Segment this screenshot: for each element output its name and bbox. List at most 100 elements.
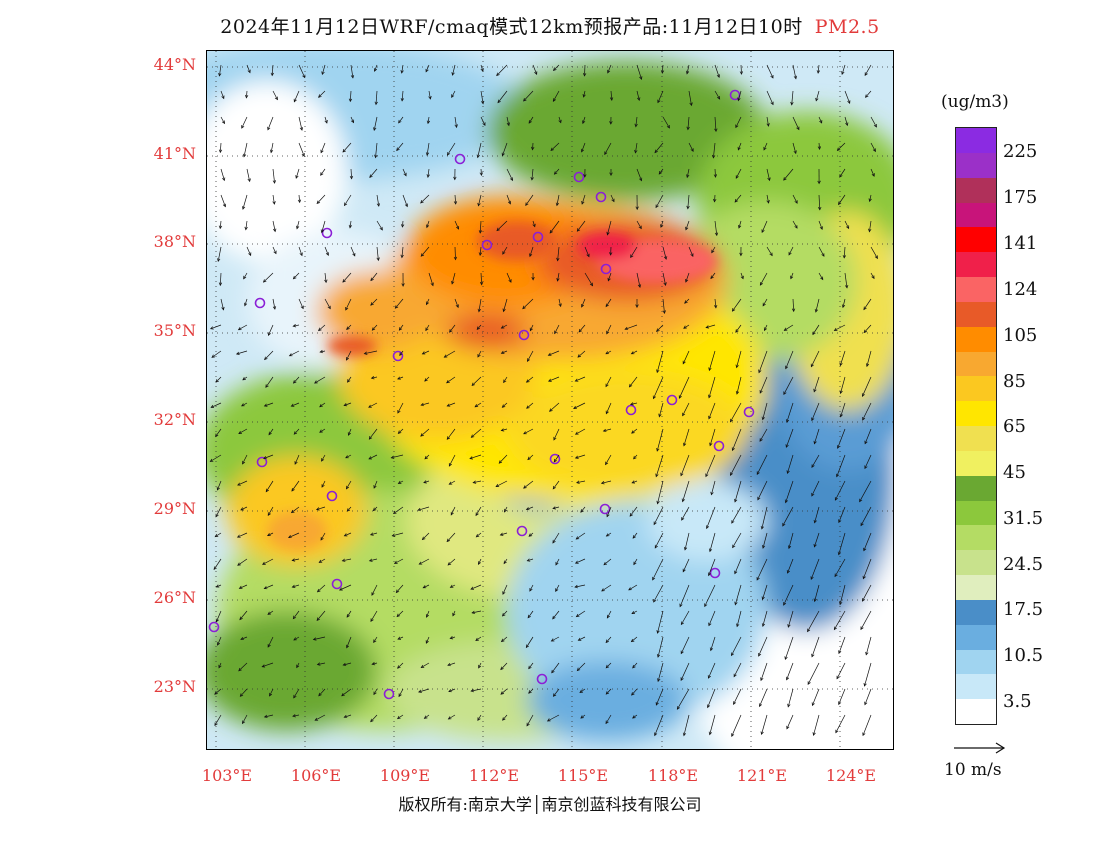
wind-vector <box>344 714 352 718</box>
wind-vector-head <box>293 431 298 435</box>
wind-vector-head <box>631 610 635 614</box>
wind-vector <box>318 90 326 98</box>
wind-vector-head <box>509 177 513 182</box>
wind-vector-head <box>469 456 474 460</box>
wind-vector-head <box>606 513 610 518</box>
wind-vector-head <box>813 543 817 548</box>
wind-vector <box>633 454 638 460</box>
wind-vector-head <box>502 717 506 721</box>
wind-vector-head <box>371 662 376 666</box>
station-marker <box>600 263 612 275</box>
wind-vector-head <box>455 225 460 230</box>
wind-vector-head <box>707 675 711 679</box>
wind-vector-head <box>397 665 401 669</box>
wind-vector-head <box>813 519 817 524</box>
wind-vector <box>834 480 846 501</box>
wind-vector <box>732 298 742 312</box>
wind-vector <box>448 714 456 720</box>
wind-vector <box>502 142 508 156</box>
wind-vector <box>246 64 251 73</box>
wind-vector-head <box>796 126 800 131</box>
wind-vector-head <box>347 432 351 436</box>
wind-vector-head <box>321 71 325 76</box>
wind-vector <box>446 428 456 440</box>
wind-vector <box>790 272 794 279</box>
wind-vector-head <box>418 561 423 565</box>
wind-vector <box>364 350 378 355</box>
wind-vector-head <box>678 395 682 399</box>
wind-vector <box>792 64 797 79</box>
wind-vector <box>240 688 248 697</box>
wind-vector-head <box>397 636 402 640</box>
wind-vector-head <box>244 94 249 99</box>
wind-vector <box>761 220 768 233</box>
wind-vector-head <box>558 119 562 124</box>
wind-vector-head <box>210 404 215 408</box>
map-panel[interactable] <box>206 50 894 750</box>
wind-vector-head <box>470 434 475 438</box>
wind-vector <box>240 636 248 640</box>
wind-vector-head <box>628 587 632 591</box>
wind-vector-head <box>316 200 321 205</box>
wind-vector-head <box>266 532 271 536</box>
wind-vector <box>706 324 716 328</box>
wind-vector <box>527 350 534 362</box>
wind-vector-head <box>525 202 529 207</box>
wind-vector <box>293 272 300 280</box>
station-marker <box>666 394 678 406</box>
wind-vector <box>607 220 612 235</box>
legend-swatch <box>956 152 996 179</box>
wind-vector <box>859 480 872 502</box>
wind-vector-head <box>213 566 217 571</box>
wind-vector <box>501 636 508 642</box>
wind-vector <box>529 324 534 331</box>
lon-label-106: 106°E <box>290 766 342 785</box>
wind-vector-head <box>656 448 660 452</box>
wind-vector <box>682 402 690 416</box>
wind-vector-head <box>525 507 530 511</box>
wind-vector-head <box>652 576 656 581</box>
wind-vector-head <box>215 379 219 383</box>
wind-vector <box>289 350 300 357</box>
wind-vector <box>349 90 352 102</box>
wind-vector-head <box>582 120 586 125</box>
wind-vector-head <box>425 68 429 73</box>
wind-vector-head <box>270 72 275 77</box>
wind-vector-head <box>679 603 683 608</box>
wind-vector-head <box>316 617 320 621</box>
wind-vector-head <box>609 252 613 256</box>
wind-vector <box>558 116 562 123</box>
wind-vector <box>292 558 300 561</box>
wind-vector <box>506 194 511 205</box>
wind-vector-head <box>793 75 798 80</box>
wind-vector <box>792 142 797 154</box>
wind-vector-head <box>786 569 791 574</box>
wind-vector <box>786 402 794 423</box>
wind-vector-head <box>682 360 686 365</box>
wind-vector <box>317 662 326 665</box>
wind-vector <box>548 350 560 356</box>
wind-vector-head <box>425 640 429 644</box>
wind-vector <box>605 636 612 643</box>
wind-vector <box>215 532 222 537</box>
wind-vector-head <box>782 522 786 527</box>
wind-vector-head <box>404 203 409 208</box>
wind-vector-head <box>552 485 557 490</box>
wind-vector <box>759 376 768 394</box>
wind-vector <box>652 558 664 581</box>
wind-vector-head <box>390 455 395 459</box>
wind-vector <box>606 610 612 619</box>
wind-vector-head <box>392 510 397 515</box>
wind-vector-head <box>655 701 659 706</box>
wind-vector-head <box>580 148 585 153</box>
wind-vector-head <box>660 70 665 74</box>
wind-vector-head <box>370 718 374 723</box>
wind-vector <box>264 350 274 360</box>
wind-vector <box>730 454 742 476</box>
wind-vector-head <box>341 558 346 562</box>
wind-vector <box>688 142 694 152</box>
wind-vector <box>575 428 586 435</box>
wind-vector-head <box>269 692 273 697</box>
wind-vector-head <box>760 677 764 682</box>
wind-vector <box>732 428 742 451</box>
